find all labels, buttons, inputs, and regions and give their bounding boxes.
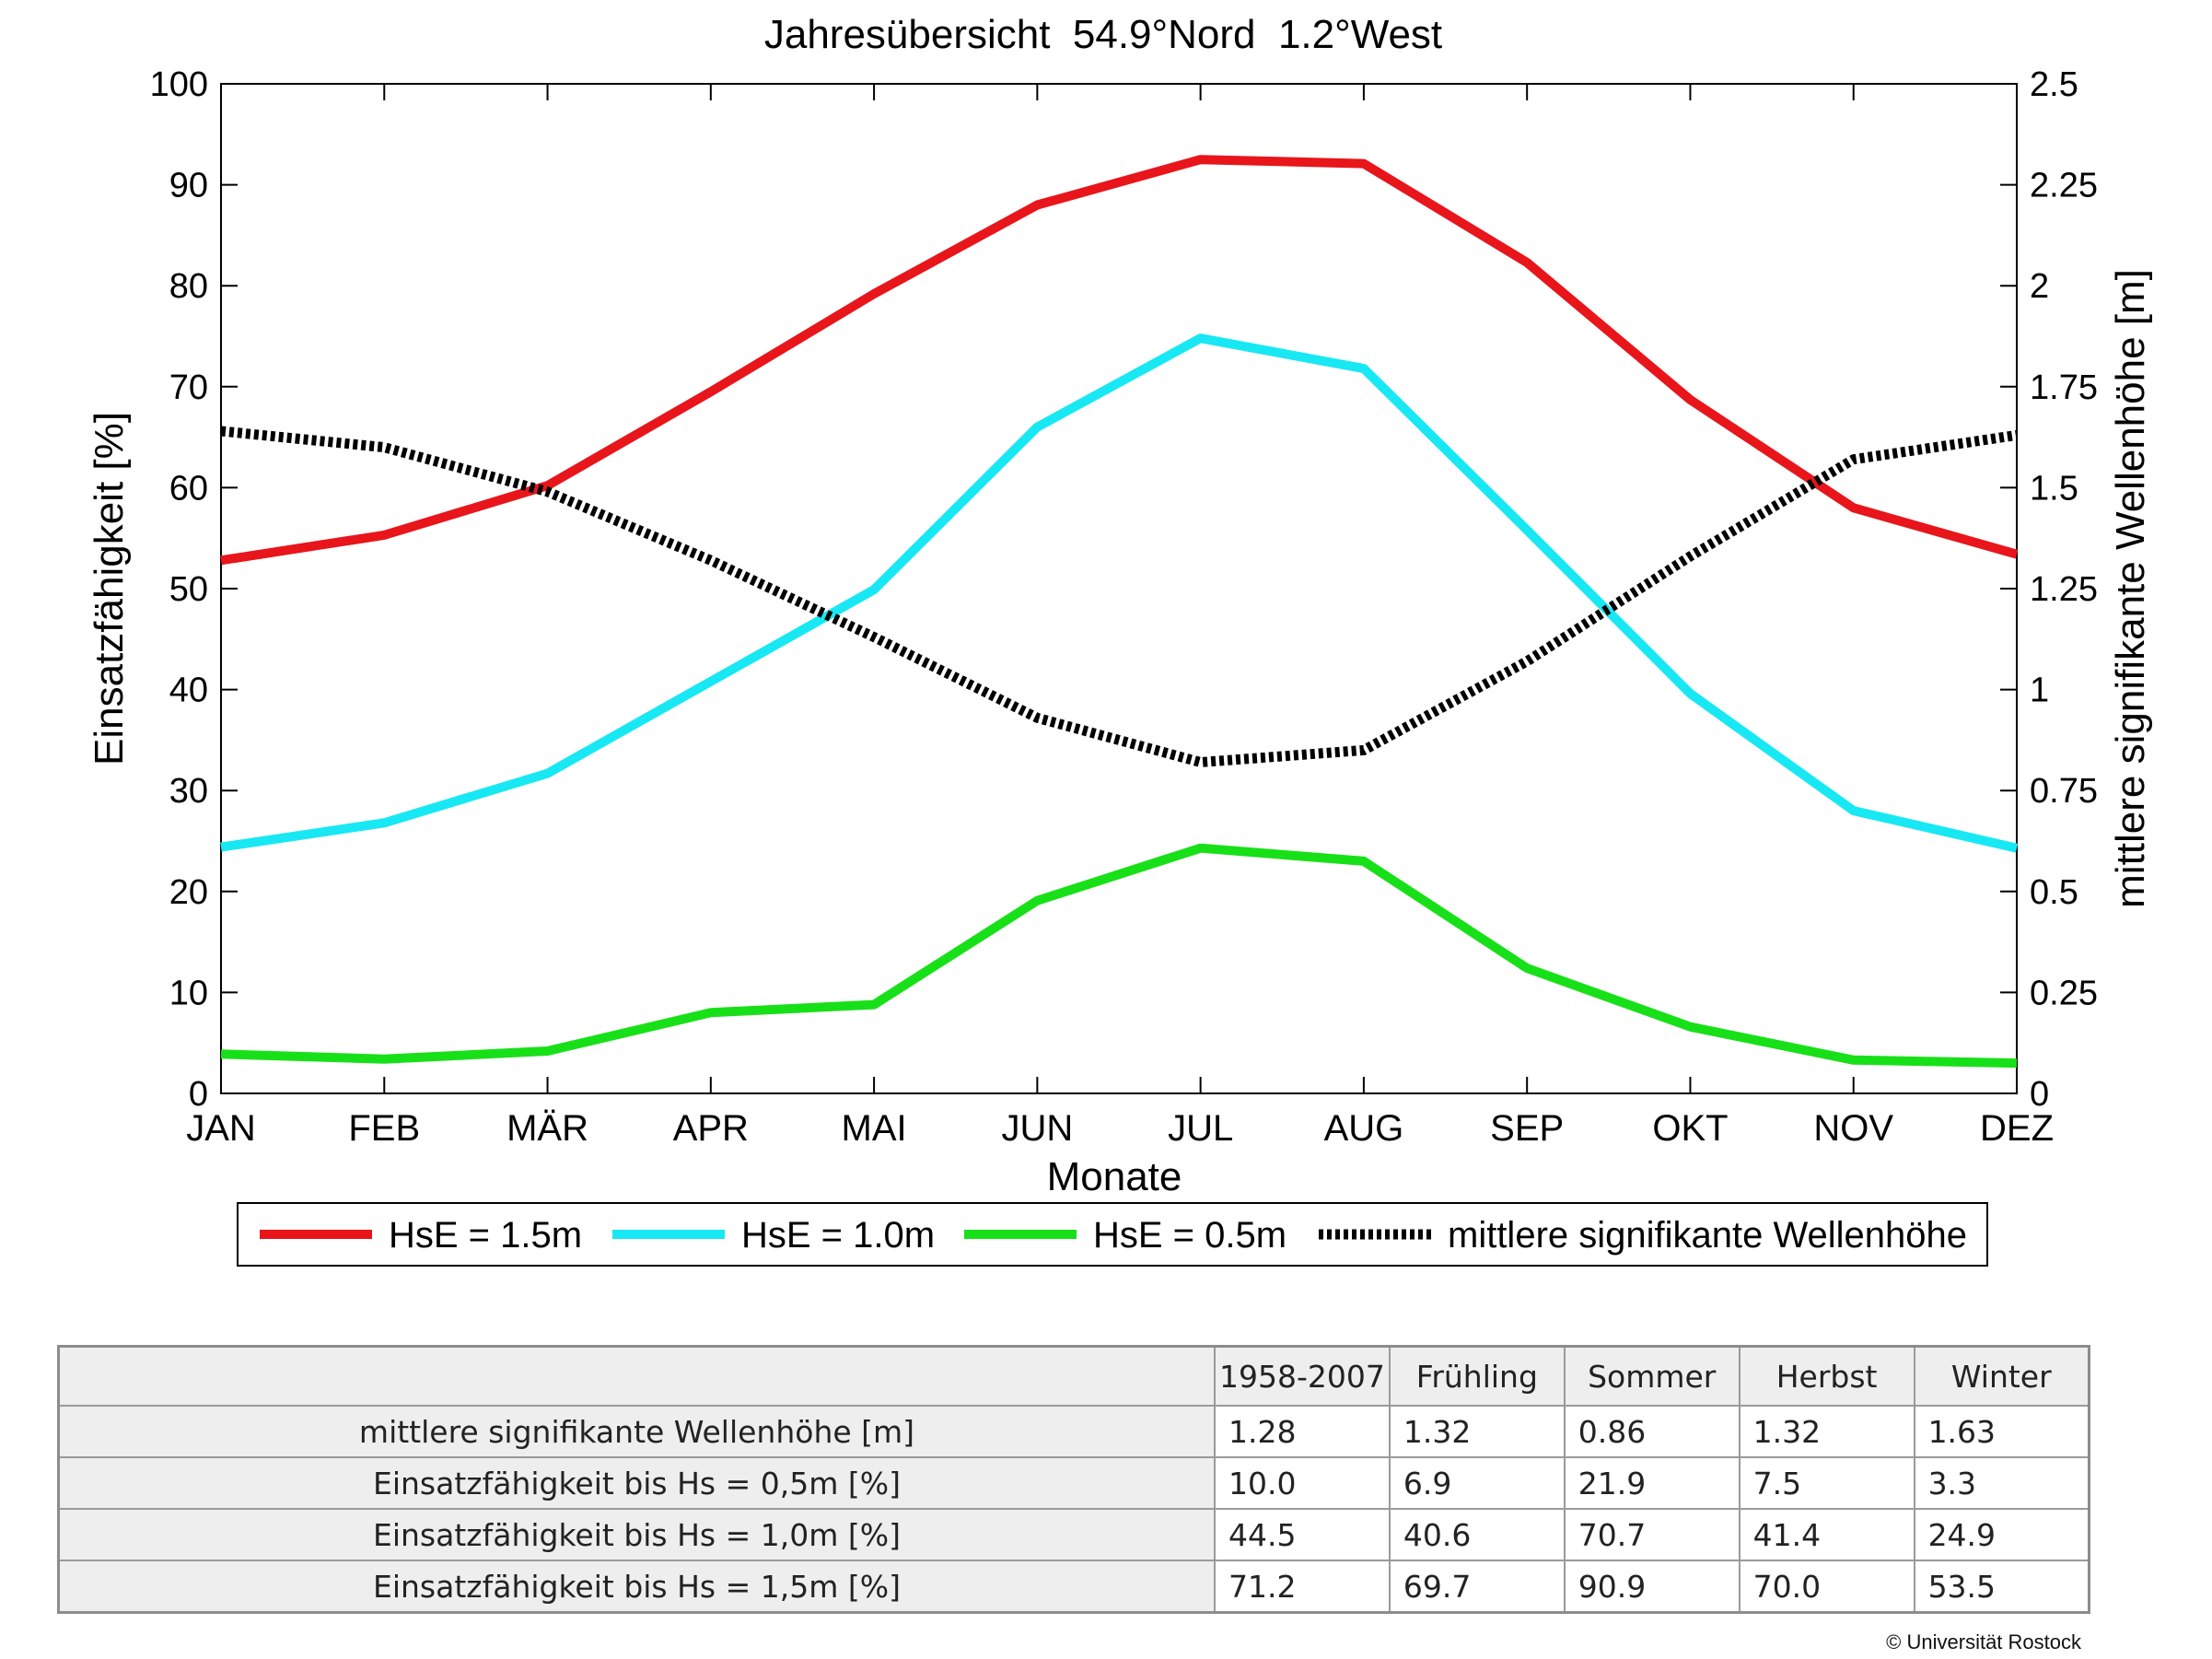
right-axis: 0 0.25 0.5 0.75 1 1.25 1.5 1.75 2 2.25 2.5 [2000, 65, 2098, 1114]
table-cell: 71.2 [1214, 1560, 1391, 1614]
plot-area [220, 83, 2018, 1094]
x-tick-label: SEP [1490, 1108, 1564, 1149]
series-line [220, 426, 2018, 767]
series-line [220, 333, 2019, 853]
legend: HsE = 1.5m HsE = 1.0m HsE = 0.5m mittlere s… [237, 1202, 1988, 1267]
table-corner-cell [57, 1345, 1216, 1407]
column-header: 1958-2007 [1214, 1345, 1391, 1407]
left-axis: 0 10 20 30 40 50 60 70 80 90 100 [150, 65, 238, 1114]
y-axis-label-right: mittlere signifikante Wellenhöhe [m] [2108, 269, 2153, 908]
table-cell: 10.0 [1214, 1456, 1391, 1510]
y-tick-label-right: 2.5 [2030, 65, 2078, 104]
table-row: mittlere signifikante Wellenhöhe [m] 1.2… [57, 1405, 2090, 1458]
table-cell: 0.86 [1563, 1405, 1740, 1458]
table-cell: 6.9 [1388, 1456, 1566, 1510]
series-line [220, 155, 2019, 566]
series-line [220, 843, 2018, 1069]
x-tick-label: JAN [186, 1108, 256, 1149]
x-tick-label: FEB [348, 1108, 420, 1149]
y-tick-label-right: 2 [2030, 267, 2049, 306]
table-cell: 1.63 [1913, 1405, 2090, 1458]
y-tick-label-right: 0.25 [2030, 974, 2098, 1012]
legend-label: HsE = 1.5m [389, 1215, 582, 1256]
column-header: Herbst [1738, 1345, 1915, 1407]
table-cell: 24.9 [1913, 1508, 2090, 1561]
series-layer [220, 155, 2019, 1069]
legend-frame [237, 1202, 1988, 1267]
y-tick-label-left: 90 [169, 167, 208, 205]
y-tick-label-right: 0.5 [2030, 873, 2078, 912]
table-cell: 1.32 [1738, 1405, 1915, 1458]
table-cell: 7.5 [1738, 1456, 1915, 1510]
x-tick-label: JUN [1001, 1108, 1073, 1149]
y-tick-label-right: 0 [2030, 1075, 2049, 1114]
column-header: Frühling [1388, 1345, 1566, 1407]
table-row: Einsatzfähigkeit bis Hs = 1,0m [%] 44.5 … [57, 1508, 2090, 1561]
y-tick-label-right: 1.75 [2030, 368, 2098, 407]
table-cell: 69.7 [1388, 1560, 1566, 1614]
table-cell: 41.4 [1738, 1508, 1915, 1561]
legend-label: HsE = 0.5m [1093, 1215, 1286, 1256]
table-row: Einsatzfähigkeit bis Hs = 1,5m [%] 71.2 … [57, 1560, 2090, 1614]
row-label: Einsatzfähigkeit bis Hs = 1,5m [%] [57, 1560, 1216, 1614]
x-tick-label: APR [673, 1108, 749, 1149]
y-axis-label-left: Einsatzfähigkeit [%] [87, 412, 132, 765]
plot-frame [220, 83, 2018, 1094]
statistics-table: 1958-2007 Frühling Sommer Herbst Winter … [57, 1345, 2090, 1614]
copyright-notice: © Universität Rostock [1886, 1630, 2081, 1653]
table-cell: 90.9 [1563, 1560, 1740, 1614]
x-tick-label: NOV [1813, 1108, 1893, 1149]
table-cell: 70.0 [1738, 1560, 1915, 1614]
column-header: Winter [1913, 1345, 2090, 1407]
y-tick-label-left: 10 [169, 974, 208, 1012]
y-tick-label-right: 2.25 [2030, 167, 2098, 205]
y-tick-label-right: 1.5 [2030, 469, 2078, 508]
table-cell: 44.5 [1214, 1508, 1391, 1561]
y-tick-label-left: 0 [189, 1075, 208, 1114]
row-label: Einsatzfähigkeit bis Hs = 1,0m [%] [57, 1508, 1216, 1561]
y-tick-label-left: 60 [169, 469, 208, 508]
table-cell: 1.28 [1214, 1405, 1391, 1458]
y-tick-label-left: 50 [169, 570, 208, 609]
row-label: Einsatzfähigkeit bis Hs = 0,5m [%] [57, 1456, 1216, 1510]
x-tick-label: DEZ [1980, 1108, 2054, 1149]
y-tick-label-left: 70 [169, 368, 208, 407]
y-tick-label-right: 1 [2030, 672, 2049, 710]
x-axis-label: Monate [1047, 1154, 1182, 1199]
y-tick-label-left: 100 [150, 65, 208, 104]
x-tick-label: JUL [1168, 1108, 1233, 1149]
table-row: Einsatzfähigkeit bis Hs = 0,5m [%] 10.0 … [57, 1456, 2090, 1510]
table-cell: 21.9 [1563, 1456, 1740, 1510]
legend-label: mittlere signifikante Wellenhöhe [1448, 1215, 1967, 1256]
table-cell: 70.7 [1563, 1508, 1740, 1561]
chart-title: Jahresübersicht 54.9°Nord 1.2°West [764, 12, 1442, 57]
column-header: Sommer [1563, 1345, 1740, 1407]
y-tick-label-left: 20 [169, 873, 208, 912]
chart: Jahresübersicht 54.9°Nord 1.2°West 01020… [87, 12, 2153, 1267]
table-cell: 3.3 [1913, 1456, 2090, 1510]
y-tick-label-right: 0.75 [2030, 772, 2098, 811]
x-tick-label: OKT [1652, 1108, 1728, 1149]
y-tick-label-left: 30 [169, 772, 208, 811]
table-cell: 53.5 [1913, 1560, 2090, 1614]
table-cell: 40.6 [1388, 1508, 1566, 1561]
row-label: mittlere signifikante Wellenhöhe [m] [57, 1405, 1216, 1458]
x-tick-label: MÄR [506, 1108, 588, 1149]
y-tick-label-left: 80 [169, 267, 208, 306]
x-tick-label: MAI [842, 1108, 907, 1149]
y-tick-label-right: 1.25 [2030, 570, 2098, 609]
table-header-row: 1958-2007 Frühling Sommer Herbst Winter [57, 1345, 2090, 1407]
table-cell: 1.32 [1388, 1405, 1566, 1458]
y-tick-label-left: 40 [169, 672, 208, 710]
x-axis: JAN FEB MÄR APR MAI JUN JUL AUG SEP OKT NOV DEZ [186, 84, 2054, 1149]
x-tick-label: AUG [1324, 1108, 1404, 1149]
legend-label: HsE = 1.0m [741, 1215, 935, 1256]
